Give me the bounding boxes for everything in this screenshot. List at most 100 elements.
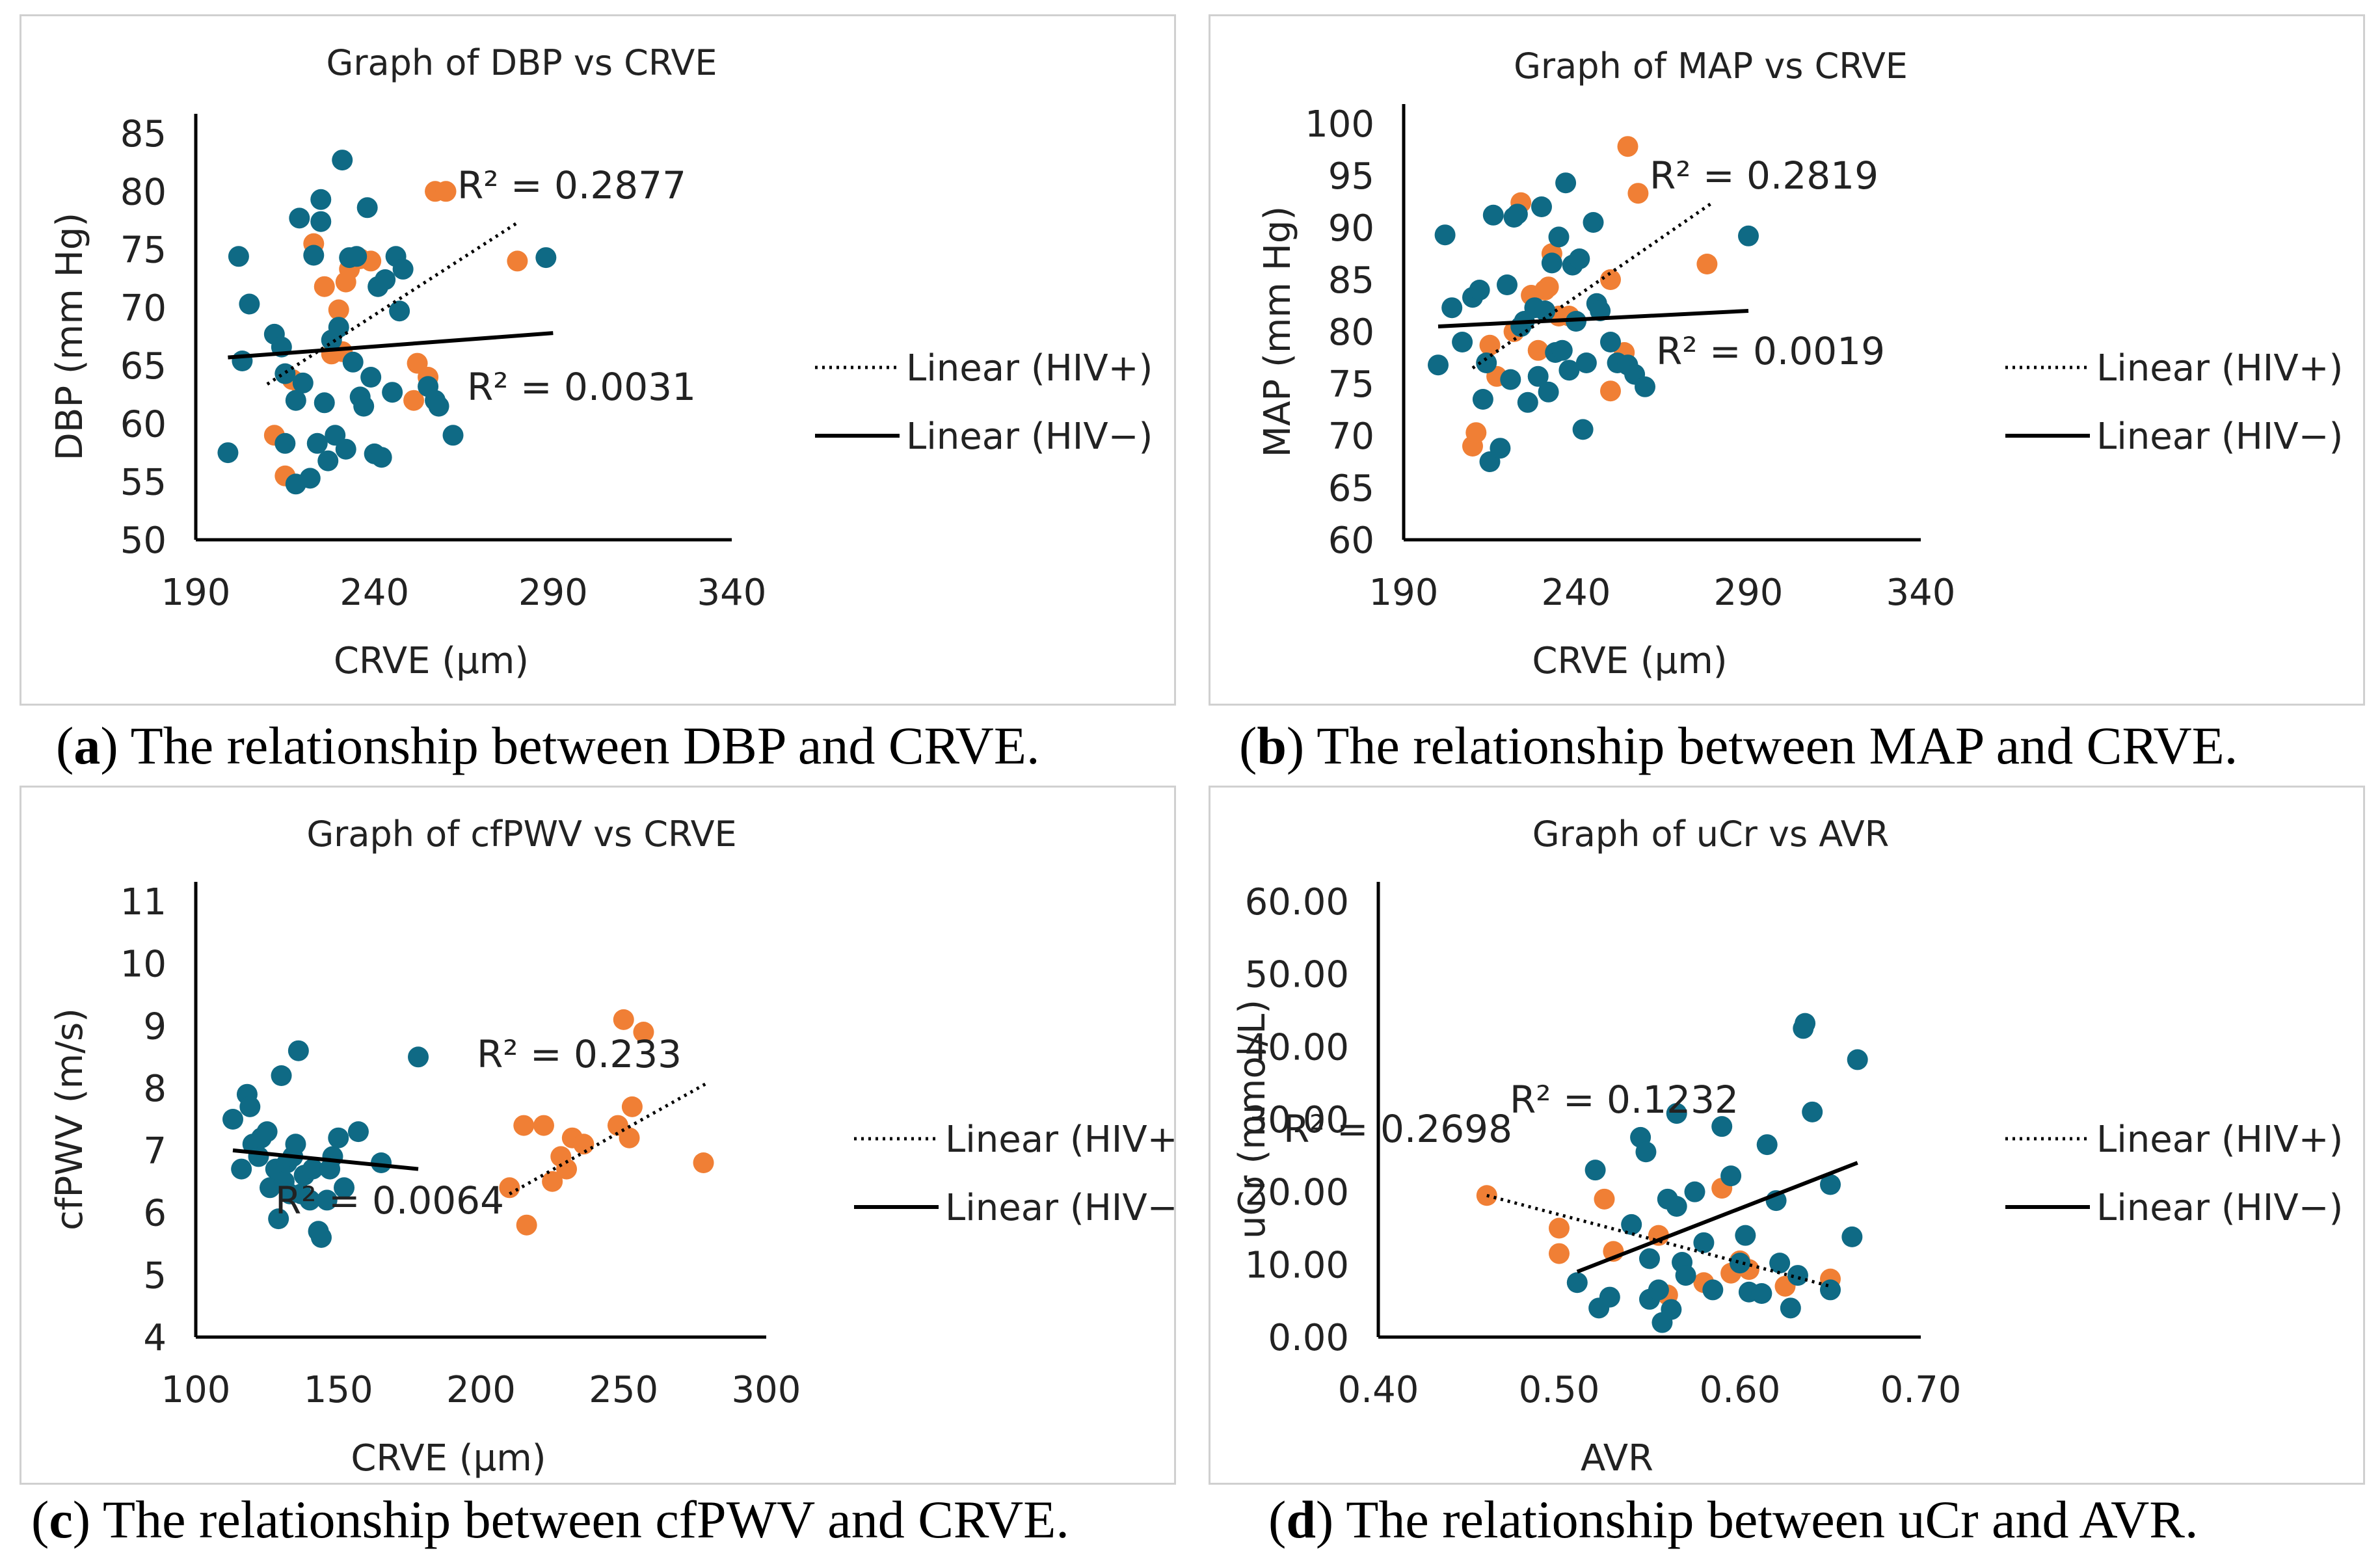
x-tick-label: 200 xyxy=(446,1369,516,1411)
data-point xyxy=(408,1046,429,1068)
y-tick-label: 95 xyxy=(1328,155,1374,198)
r-squared-label: R² = 0.1232 xyxy=(1510,1078,1739,1122)
x-tick-label: 290 xyxy=(518,572,588,614)
y-tick-label: 20.00 xyxy=(1245,1172,1349,1214)
data-point xyxy=(239,1096,261,1117)
y-tick-label: 8 xyxy=(143,1068,167,1110)
r-squared-label: R² = 0.233 xyxy=(477,1032,682,1076)
ucr-vs-avr-chart: Graph of uCr vs AVR 0.00 10.00 20.00 30.00 40… xyxy=(1231,814,2343,1480)
data-point xyxy=(1780,1297,1801,1319)
data-point xyxy=(287,1040,309,1061)
data-point xyxy=(1795,1013,1816,1034)
data-point xyxy=(371,1152,392,1173)
data-point xyxy=(1720,1165,1742,1187)
data-point xyxy=(328,1127,349,1148)
data-point xyxy=(314,392,335,414)
data-point xyxy=(1787,1265,1808,1286)
data-point xyxy=(342,351,364,373)
data-point xyxy=(1472,389,1493,410)
data-point xyxy=(332,150,353,171)
x-tick-label: 340 xyxy=(1886,572,1956,614)
data-point xyxy=(1549,1243,1570,1264)
data-point xyxy=(693,1152,714,1173)
data-point xyxy=(1730,1253,1750,1274)
data-point xyxy=(371,447,392,468)
legend-label: Linear (HIV+) xyxy=(2096,347,2343,390)
y-axis-label: uCr (mmol/L) xyxy=(1231,1000,1274,1239)
series-hivpos xyxy=(499,1009,714,1236)
data-point xyxy=(1538,381,1559,403)
data-point xyxy=(316,1189,338,1211)
data-point xyxy=(1820,1279,1841,1301)
data-point xyxy=(310,211,332,232)
y-tick-label: 60 xyxy=(1328,520,1374,562)
x-axis-label: CRVE (μm) xyxy=(334,640,529,682)
data-point xyxy=(556,1158,578,1180)
data-point xyxy=(1738,225,1759,246)
data-point xyxy=(1555,172,1577,194)
data-point xyxy=(1648,1279,1669,1301)
y-tick-label: 70 xyxy=(120,287,167,330)
data-point xyxy=(621,1096,643,1117)
y-tick-label: 80 xyxy=(1328,312,1374,354)
data-point xyxy=(1500,369,1521,390)
data-point xyxy=(1569,248,1590,269)
y-axis-label: MAP (mm Hg) xyxy=(1257,206,1299,457)
data-point xyxy=(222,1109,244,1130)
data-point xyxy=(285,1134,306,1155)
data-point xyxy=(1621,1214,1642,1235)
data-point xyxy=(1696,254,1718,274)
data-point xyxy=(239,293,260,315)
data-point xyxy=(302,1158,323,1180)
caption-b: (b) The relationship between MAP and CRV… xyxy=(1239,716,2238,775)
data-point xyxy=(256,1121,278,1143)
y-tick-label: 50 xyxy=(120,520,167,562)
data-point xyxy=(1490,438,1511,459)
data-point xyxy=(1566,1272,1588,1294)
y-tick-label: 85 xyxy=(120,113,167,155)
data-point xyxy=(1527,339,1549,361)
data-point xyxy=(633,1022,654,1042)
data-point xyxy=(1572,419,1594,440)
legend-label: Linear (HIV−) xyxy=(945,1187,1178,1229)
data-point xyxy=(1635,376,1655,397)
data-point xyxy=(1590,300,1611,321)
data-point xyxy=(1549,1217,1570,1239)
x-tick-label: 190 xyxy=(1369,572,1439,614)
data-point xyxy=(334,1177,355,1199)
data-point xyxy=(285,390,306,411)
data-point xyxy=(1693,1232,1715,1253)
data-point xyxy=(299,1189,321,1211)
r-squared-label: R² = 0.2819 xyxy=(1650,153,1879,198)
trendline-hiv-negative xyxy=(228,331,554,360)
data-point xyxy=(314,276,335,297)
caption-d: (d) The relationship between uCr and AVR… xyxy=(1268,1490,2199,1549)
x-tick-label: 240 xyxy=(340,572,409,614)
chart-panel-d: Graph of uCr vs AVR 0.00 10.00 20.00 30.00 40… xyxy=(1209,786,2365,1485)
data-point xyxy=(360,367,382,388)
trendline-hiv-negative xyxy=(1437,309,1749,328)
chart-panel-c: Graph of cfPWV vs CRVE 4 5 6 7 8 9 10 11 100 150 20… xyxy=(20,786,1178,1485)
data-point xyxy=(1584,1160,1606,1181)
y-tick-label: 60.00 xyxy=(1245,881,1349,923)
data-point xyxy=(1428,354,1449,376)
data-point xyxy=(1594,1188,1615,1210)
data-point xyxy=(306,432,328,454)
y-tick-label: 75 xyxy=(1328,364,1374,406)
y-tick-label: 30.00 xyxy=(1245,1099,1349,1141)
data-point xyxy=(403,390,425,411)
data-point xyxy=(1635,1141,1657,1163)
data-point xyxy=(1531,196,1552,217)
chart-title: Graph of DBP vs CRVE xyxy=(327,42,717,83)
trendline-hiv-negative xyxy=(232,1148,419,1171)
data-point xyxy=(303,245,325,266)
data-point xyxy=(435,181,457,202)
x-tick-label: 250 xyxy=(589,1369,658,1411)
y-tick-label: 10 xyxy=(120,944,167,986)
legend-label: Linear (HIV+) xyxy=(945,1119,1178,1161)
data-point xyxy=(507,250,528,272)
data-point xyxy=(248,1146,269,1167)
data-point xyxy=(613,1009,634,1030)
chart-title: Graph of uCr vs AVR xyxy=(1532,814,1890,855)
y-tick-label: 100 xyxy=(1305,103,1374,146)
